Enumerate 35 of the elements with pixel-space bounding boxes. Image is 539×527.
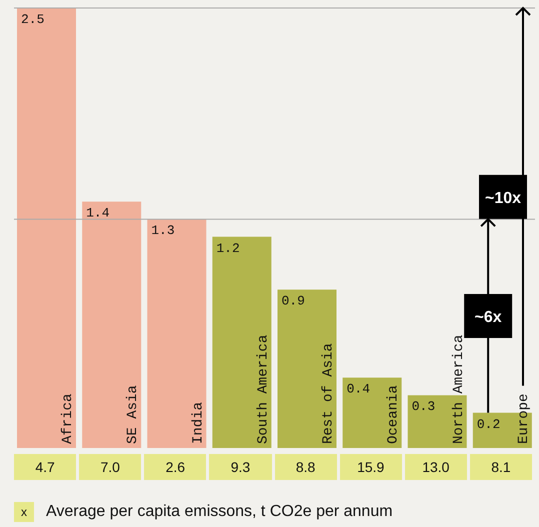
data-label: 1.4 <box>86 206 110 221</box>
category-label: Oceania <box>386 385 402 444</box>
data-label: 2.6 <box>144 454 206 480</box>
annotation: ~6x <box>474 309 502 326</box>
annotation: ~10x <box>484 190 522 207</box>
text: x <box>14 502 34 522</box>
data-label: 2.5 <box>21 12 44 27</box>
data-label: 13.0 <box>404 454 467 480</box>
data-label: 0.4 <box>346 382 370 397</box>
data-label: 0.9 <box>282 294 305 309</box>
category-label: North America <box>450 334 467 444</box>
category-label: South America <box>255 334 272 444</box>
bar <box>147 219 206 448</box>
bar <box>17 8 76 448</box>
data-label: 8.1 <box>470 454 532 480</box>
data-label: 8.8 <box>274 454 337 480</box>
data-label: 1.3 <box>151 223 175 238</box>
bar <box>408 395 467 448</box>
bar <box>82 202 142 448</box>
data-label: 9.3 <box>209 454 272 480</box>
data-label: 15.9 <box>340 454 402 480</box>
legend-label: Average per capita emissons, t CO2e per annum <box>46 503 393 521</box>
category-label: SE Asia <box>125 385 142 444</box>
data-label: 1.2 <box>216 240 240 256</box>
category-label: Rest of Asia <box>320 343 336 444</box>
category-label: Europe <box>516 394 532 444</box>
bar <box>342 378 402 448</box>
data-label: 7.0 <box>79 454 142 480</box>
data-label: 0.2 <box>476 416 500 432</box>
category-label: Africa <box>60 394 76 444</box>
bar <box>212 236 272 448</box>
category-label: India <box>190 402 206 444</box>
data-label: 4.7 <box>14 454 76 480</box>
bar <box>278 290 336 448</box>
data-label: 0.3 <box>412 399 436 414</box>
